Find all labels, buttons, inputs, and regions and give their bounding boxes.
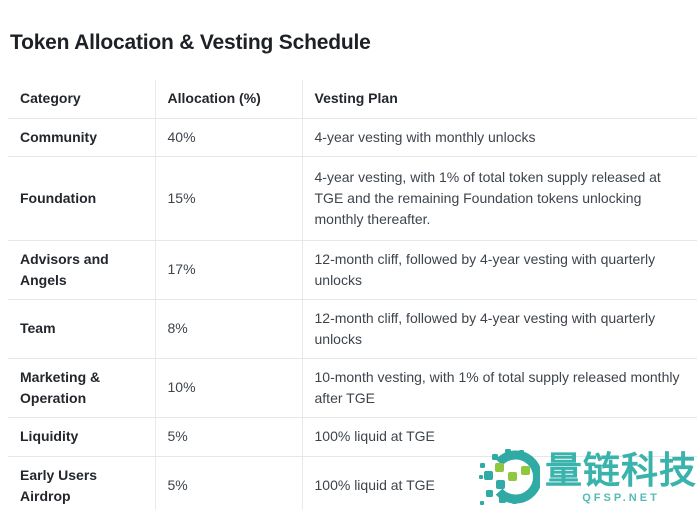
- cell-category: Liquidity: [8, 417, 155, 457]
- cell-category: Advisors and Angels: [8, 240, 155, 300]
- cell-allocation: 17%: [154, 240, 302, 300]
- cell-allocation: 8%: [154, 299, 302, 359]
- cell-vesting: 100% liquid at TGE: [301, 417, 697, 457]
- watermark-text: 量链科技 QFSP.NET: [545, 450, 697, 504]
- cell-vesting: 10-month vesting, with 1% of total suppl…: [301, 358, 697, 418]
- cell-allocation: 40%: [154, 118, 302, 157]
- table-body: Community 40% 4-year vesting with monthl…: [8, 118, 697, 510]
- table-row: Liquidity 5% 100% liquid at TGE: [8, 417, 697, 457]
- cell-allocation: 15%: [154, 156, 302, 241]
- cell-allocation: 5%: [154, 456, 302, 510]
- table-row: Marketing & Operation 10% 10-month vesti…: [8, 358, 697, 418]
- page-title: Token Allocation & Vesting Schedule: [10, 31, 371, 54]
- table-row: Community 40% 4-year vesting with monthl…: [8, 118, 697, 157]
- cell-vesting: 4-year vesting with monthly unlocks: [301, 118, 697, 157]
- cell-allocation: 10%: [154, 358, 302, 418]
- cell-category: Early Users Airdrop: [20, 466, 98, 504]
- token-allocation-table: Category Allocation (%) Vesting Plan Com…: [8, 80, 697, 510]
- cell-vesting: 12-month cliff, followed by 4-year vesti…: [301, 240, 697, 300]
- table-row: Advisors and Angels 17% 12-month cliff, …: [8, 240, 697, 300]
- cell-allocation: 5%: [154, 417, 302, 457]
- table-header: Category Allocation (%) Vesting Plan: [8, 80, 697, 119]
- table-row: Foundation 15% 4-year vesting, with 1% o…: [8, 156, 697, 241]
- col-header-vesting: Vesting Plan: [301, 80, 697, 119]
- dotted-circle-logo-icon: [479, 449, 540, 505]
- cell-vesting: 4-year vesting, with 1% of total token s…: [301, 156, 697, 241]
- cell-category: Community: [8, 118, 155, 157]
- watermark: 量链科技 QFSP.NET: [479, 447, 697, 506]
- cell-category: Team: [8, 299, 155, 359]
- col-header-category: Category: [8, 80, 155, 119]
- brand-name: 量链科技: [545, 449, 697, 491]
- cell-vesting: 12-month cliff, followed by 4-year vesti…: [301, 299, 697, 359]
- cell-category: Marketing & Operation: [8, 358, 155, 418]
- brand-site: QFSP.NET: [582, 491, 660, 504]
- table-row: Team 8% 12-month cliff, followed by 4-ye…: [8, 299, 697, 359]
- cell-category: Foundation: [8, 156, 155, 241]
- col-header-allocation: Allocation (%): [154, 80, 302, 119]
- header-row: Category Allocation (%) Vesting Plan: [8, 80, 697, 119]
